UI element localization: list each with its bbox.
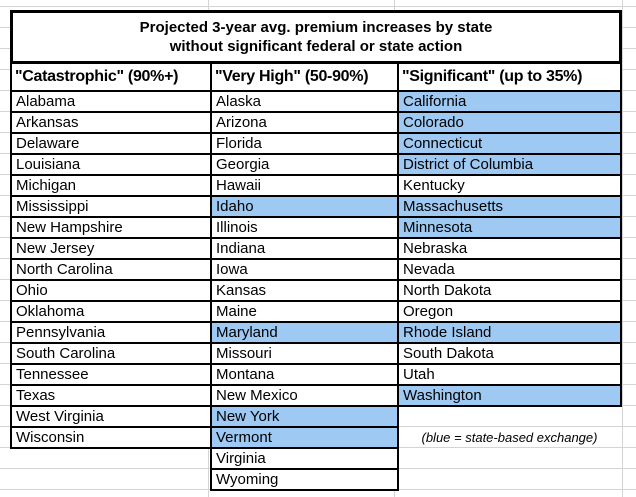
state-cell[interactable]: Virginia [210, 447, 399, 470]
state-cell[interactable]: Utah [397, 363, 622, 386]
state-cell[interactable]: Kentucky [397, 174, 622, 197]
state-cell[interactable]: North Carolina [10, 258, 212, 281]
state-cell[interactable]: Connecticut [397, 132, 622, 155]
state-cell[interactable]: District of Columbia [397, 153, 622, 176]
state-cell[interactable]: Ohio [10, 279, 212, 302]
state-cell[interactable]: Hawaii [210, 174, 399, 197]
state-cell[interactable]: New Mexico [210, 384, 399, 407]
state-cell[interactable]: North Dakota [397, 279, 622, 302]
state-cell[interactable]: Indiana [210, 237, 399, 260]
state-cell[interactable]: California [397, 90, 622, 113]
state-cell[interactable]: Minnesota [397, 216, 622, 239]
state-cell[interactable]: Illinois [210, 216, 399, 239]
state-cell[interactable]: Washington [397, 384, 622, 407]
state-cell[interactable]: Michigan [10, 174, 212, 197]
state-cell[interactable]: Georgia [210, 153, 399, 176]
header-cell-significant[interactable]: "Significant" (up to 35%) [397, 62, 622, 92]
state-cell[interactable]: Pennsylvania [10, 321, 212, 344]
state-cell[interactable]: Wisconsin [10, 426, 212, 449]
state-cell[interactable]: Rhode Island [397, 321, 622, 344]
state-cell[interactable]: Maine [210, 300, 399, 323]
premium-increase-table: Projected 3-year avg. premium increases … [10, 10, 624, 492]
state-cell[interactable]: New Jersey [10, 237, 212, 260]
header-cell-catastrophic[interactable]: "Catastrophic" (90%+) [10, 62, 212, 92]
state-cell[interactable]: Nebraska [397, 237, 622, 260]
state-cell[interactable]: Iowa [210, 258, 399, 281]
state-cell[interactable]: Oklahoma [10, 300, 212, 323]
state-cell[interactable]: Missouri [210, 342, 399, 365]
gridline-horizontal [0, 6, 636, 7]
state-cell[interactable]: New York [210, 405, 399, 428]
state-cell[interactable]: Vermont [210, 426, 399, 449]
state-cell[interactable]: South Carolina [10, 342, 212, 365]
state-cell[interactable]: Massachusetts [397, 195, 622, 218]
state-cell[interactable]: Texas [10, 384, 212, 407]
state-cell[interactable]: Alabama [10, 90, 212, 113]
table-title: Projected 3-year avg. premium increases … [10, 10, 622, 64]
state-cell[interactable]: West Virginia [10, 405, 212, 428]
state-cell[interactable]: Montana [210, 363, 399, 386]
state-cell[interactable]: Wyoming [210, 468, 399, 491]
state-cell[interactable]: Louisiana [10, 153, 212, 176]
table-title-line1: Projected 3-year avg. premium increases … [139, 19, 493, 36]
state-cell[interactable]: Kansas [210, 279, 399, 302]
gridline-vertical [622, 0, 623, 497]
state-cell[interactable]: Colorado [397, 111, 622, 134]
state-cell[interactable]: Arkansas [10, 111, 212, 134]
state-cell[interactable]: Florida [210, 132, 399, 155]
state-cell[interactable]: Maryland [210, 321, 399, 344]
state-cell[interactable]: New Hampshire [10, 216, 212, 239]
state-cell[interactable]: Mississippi [10, 195, 212, 218]
state-cell[interactable]: Delaware [10, 132, 212, 155]
state-cell[interactable]: Tennessee [10, 363, 212, 386]
header-cell-very-high[interactable]: "Very High" (50-90%) [210, 62, 399, 92]
table-title-line2: without significant federal or state act… [169, 38, 463, 55]
state-cell[interactable]: Alaska [210, 90, 399, 113]
state-cell[interactable]: South Dakota [397, 342, 622, 365]
state-cell[interactable]: Arizona [210, 111, 399, 134]
state-cell[interactable]: Oregon [397, 300, 622, 323]
state-cell[interactable]: Nevada [397, 258, 622, 281]
exchange-legend-note: (blue = state-based exchange) [421, 430, 598, 445]
state-cell[interactable]: Idaho [210, 195, 399, 218]
